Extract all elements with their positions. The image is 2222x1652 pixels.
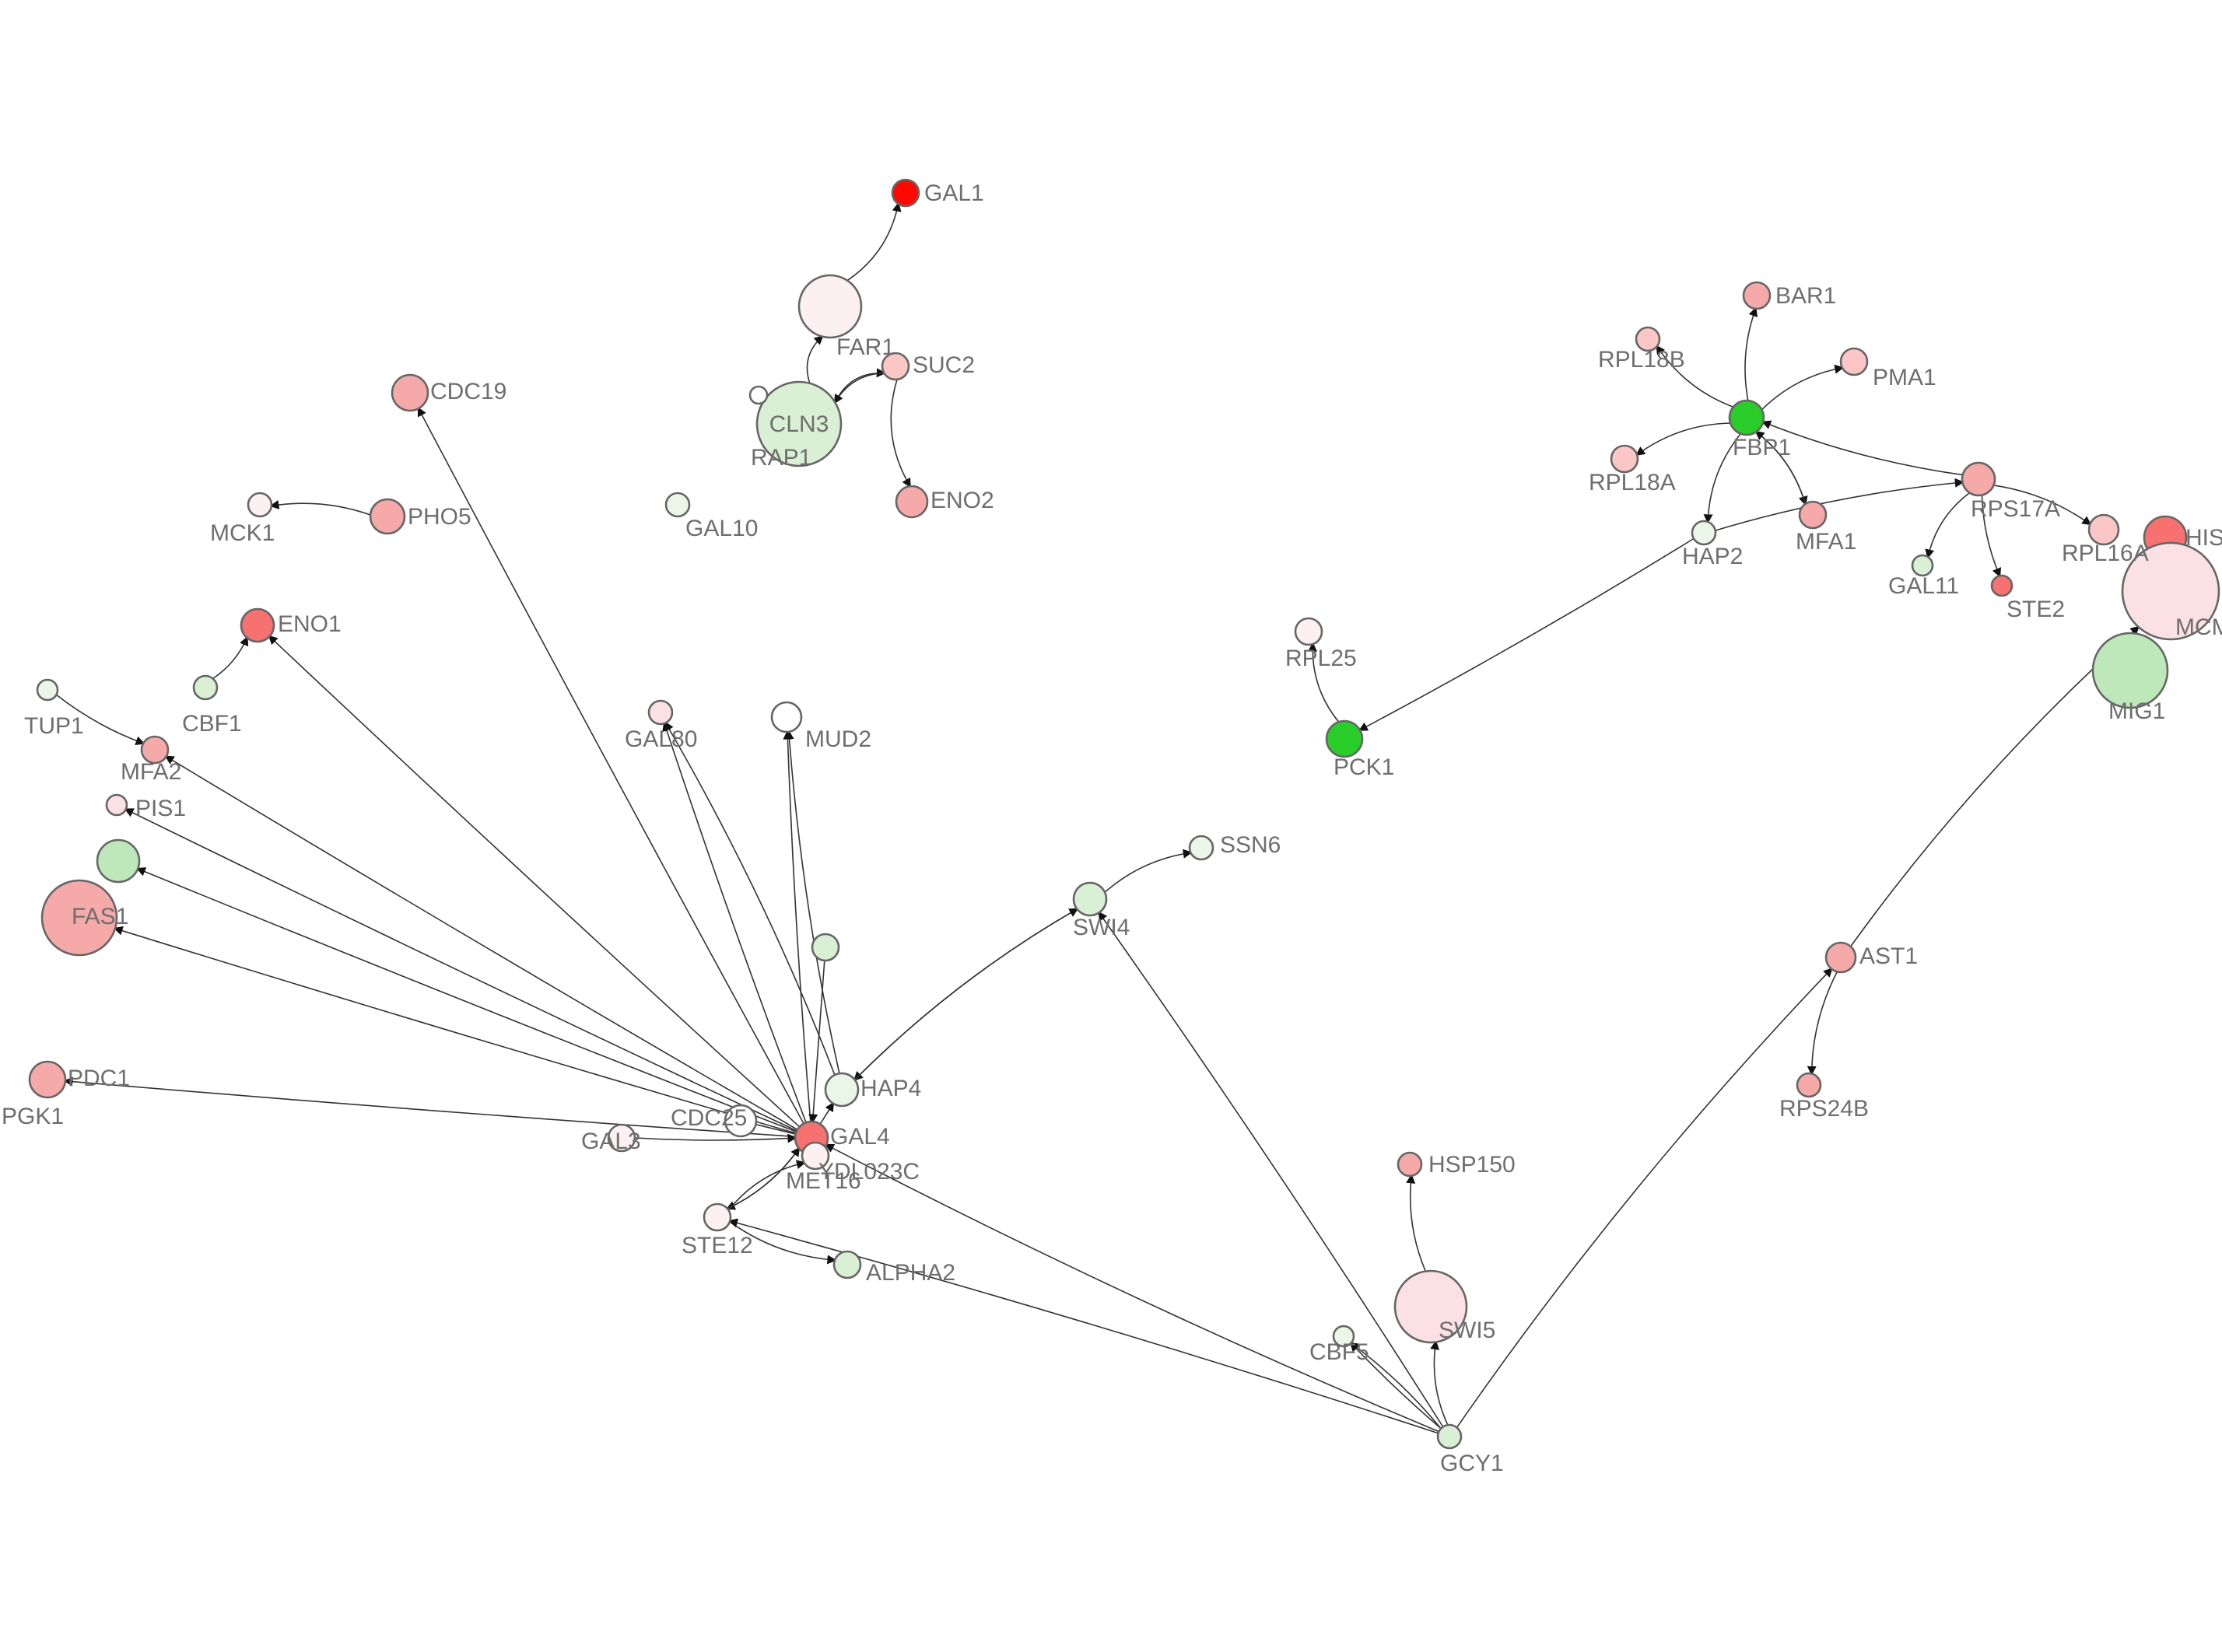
svg-text:SSN6: SSN6: [1220, 832, 1281, 858]
svg-text:GAL4: GAL4: [830, 1124, 890, 1150]
svg-text:GAL11: GAL11: [1888, 573, 1959, 599]
svg-text:MET16: MET16: [786, 1168, 861, 1194]
svg-text:FAS1: FAS1: [72, 904, 128, 929]
svg-text:PGK1: PGK1: [2, 1104, 64, 1129]
svg-text:ENO1: ENO1: [278, 611, 342, 637]
svg-text:GAL80: GAL80: [625, 726, 697, 752]
svg-text:RPS17A: RPS17A: [1971, 496, 2060, 522]
svg-text:PIS1: PIS1: [135, 796, 186, 821]
svg-text:CDC25: CDC25: [671, 1105, 747, 1131]
svg-text:HAP4: HAP4: [860, 1076, 921, 1101]
svg-text:CLN3: CLN3: [769, 411, 829, 437]
svg-text:RPS24B: RPS24B: [1779, 1096, 1869, 1122]
svg-text:AST1: AST1: [1859, 943, 1918, 969]
svg-text:PDC1: PDC1: [68, 1066, 130, 1091]
svg-text:HAP2: HAP2: [1682, 544, 1743, 569]
svg-text:RPL25: RPL25: [1285, 646, 1357, 671]
svg-text:MFA1: MFA1: [1796, 529, 1856, 555]
svg-text:FAR1: FAR1: [836, 334, 895, 360]
svg-text:FBP1: FBP1: [1733, 435, 1791, 460]
svg-text:RPL18A: RPL18A: [1589, 470, 1676, 495]
svg-text:MFA2: MFA2: [121, 759, 181, 785]
svg-text:SUC2: SUC2: [913, 352, 975, 378]
svg-text:RPL16A: RPL16A: [2062, 541, 2149, 566]
svg-text:CBF1: CBF1: [182, 711, 242, 737]
svg-text:ALPHA2: ALPHA2: [866, 1260, 955, 1286]
svg-text:STE12: STE12: [682, 1233, 753, 1258]
svg-text:PHO5: PHO5: [408, 504, 471, 530]
svg-text:RPL18B: RPL18B: [1598, 347, 1685, 373]
svg-text:GAL3: GAL3: [581, 1129, 641, 1154]
svg-text:MCM1: MCM1: [2175, 614, 2222, 640]
svg-text:RAP1: RAP1: [751, 445, 811, 471]
svg-text:STE2: STE2: [2006, 597, 2065, 622]
svg-text:GAL10: GAL10: [685, 516, 758, 541]
svg-text:MIG1: MIG1: [2108, 698, 2165, 724]
svg-text:HIS4: HIS4: [2185, 525, 2222, 551]
svg-text:MUD2: MUD2: [805, 726, 871, 752]
svg-text:HSP150: HSP150: [1428, 1152, 1516, 1178]
svg-text:TUP1: TUP1: [24, 713, 84, 739]
svg-text:PMA1: PMA1: [1873, 365, 1936, 390]
svg-text:CBF5: CBF5: [1309, 1339, 1369, 1365]
svg-text:GCY1: GCY1: [1440, 1451, 1504, 1476]
svg-text:PCK1: PCK1: [1334, 754, 1394, 780]
svg-text:MCK1: MCK1: [210, 520, 275, 546]
svg-text:GAL1: GAL1: [924, 180, 984, 206]
svg-text:CDC19: CDC19: [430, 379, 506, 404]
svg-text:BAR1: BAR1: [1775, 283, 1836, 309]
svg-text:SWI4: SWI4: [1073, 915, 1130, 940]
svg-text:ENO2: ENO2: [931, 488, 994, 513]
svg-text:SWI5: SWI5: [1439, 1318, 1495, 1343]
